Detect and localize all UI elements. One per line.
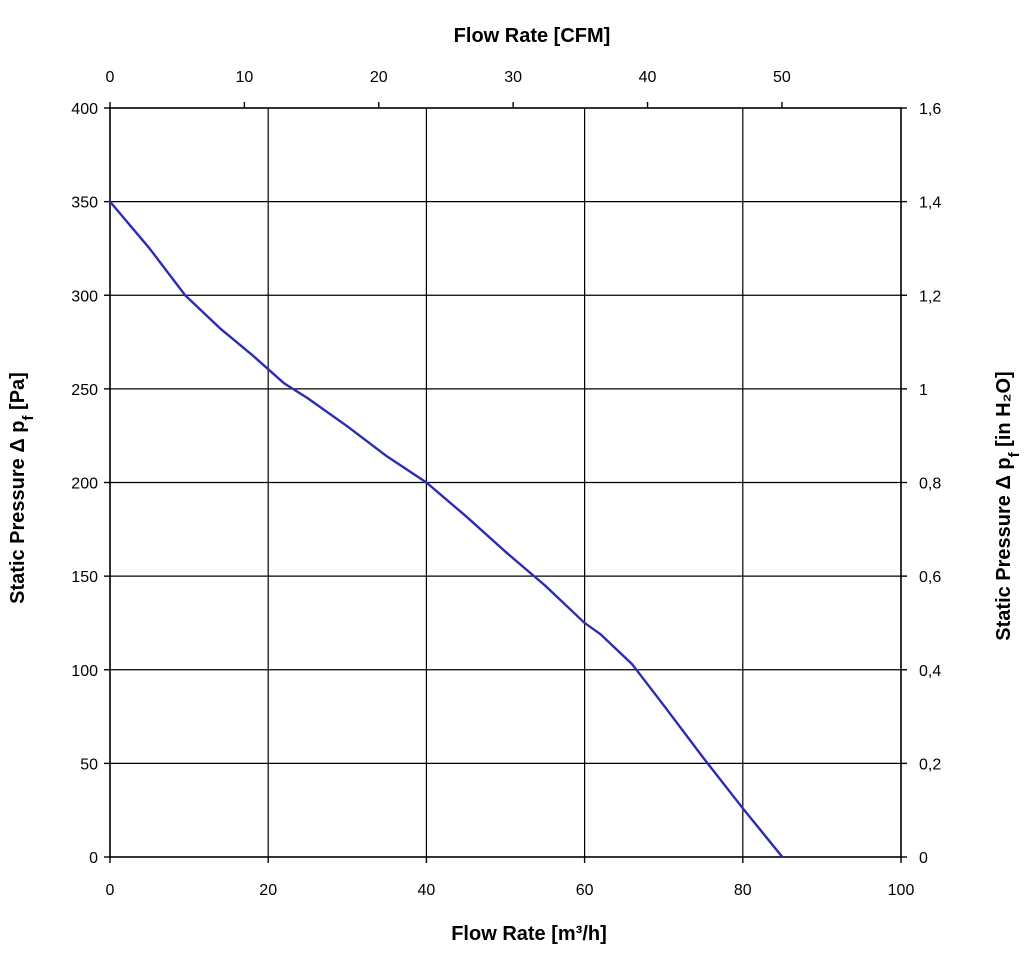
y2-tick-label: 0,6 — [919, 569, 941, 586]
x-tick-label: 100 — [888, 882, 915, 899]
data-point — [219, 328, 222, 330]
data-point — [148, 247, 151, 250]
data-point — [662, 704, 665, 707]
data-point — [346, 425, 349, 428]
data-point — [306, 397, 309, 400]
x2-axis-title: Flow Rate [CFM] — [454, 25, 611, 47]
data-point — [109, 200, 111, 203]
data-point — [425, 481, 428, 484]
y-tick-label: 150 — [71, 569, 98, 586]
y-tick-label: 200 — [71, 476, 98, 493]
y2-tick-label: 1 — [919, 382, 928, 399]
data-point — [184, 294, 186, 297]
data-point — [631, 663, 633, 665]
y-tick-label: 300 — [71, 288, 98, 305]
x-axis-title: Flow Rate [m³/h] — [451, 923, 607, 945]
x-tick-label: 20 — [259, 882, 277, 899]
data-point — [599, 633, 602, 635]
y2-tick-label: 0,2 — [919, 756, 941, 773]
y2-tick-label: 0,4 — [919, 663, 941, 680]
x-tick-label: 0 — [106, 882, 115, 899]
data-point — [465, 515, 467, 518]
y2-tick-label: 0,8 — [919, 476, 941, 493]
y2-tick-label: 1,4 — [919, 195, 941, 212]
x-tick-label: 40 — [418, 882, 436, 899]
series-line — [109, 200, 784, 858]
y2-tick-label: 0 — [919, 850, 928, 867]
data-point — [283, 382, 285, 385]
data-point — [544, 584, 546, 587]
y2-axis-title: Static Pressure Δ pf [in H₂O] — [993, 371, 1023, 640]
x-tick-label: 60 — [576, 882, 594, 899]
data-point — [742, 807, 744, 810]
data-point — [583, 622, 586, 624]
series-layer — [109, 200, 784, 858]
data-point — [702, 756, 705, 759]
data-point — [781, 856, 784, 858]
x2-tick-label: 10 — [235, 69, 253, 86]
y2-tick-label: 1,6 — [919, 101, 941, 118]
y-tick-label: 250 — [71, 382, 98, 399]
x2-tick-label: 20 — [370, 69, 388, 86]
data-point — [251, 354, 254, 356]
y-axis-title: Static Pressure Δ pf [Pa] — [7, 372, 37, 604]
x2-tick-label: 0 — [106, 69, 115, 86]
y-tick-label: 350 — [71, 195, 98, 212]
x2-tick-label: 30 — [504, 69, 522, 86]
data-point — [504, 550, 507, 553]
x2-tick-label: 40 — [639, 69, 657, 86]
x2-tick-label: 50 — [773, 69, 791, 86]
x-tick-label: 80 — [734, 882, 752, 899]
y-tick-label: 400 — [71, 101, 98, 118]
y-tick-label: 0 — [89, 850, 98, 867]
y-tick-label: 50 — [80, 756, 98, 773]
data-point — [386, 455, 388, 458]
gridlines — [110, 108, 901, 857]
y-tick-label: 100 — [71, 663, 98, 680]
y2-tick-label: 1,2 — [919, 288, 941, 305]
